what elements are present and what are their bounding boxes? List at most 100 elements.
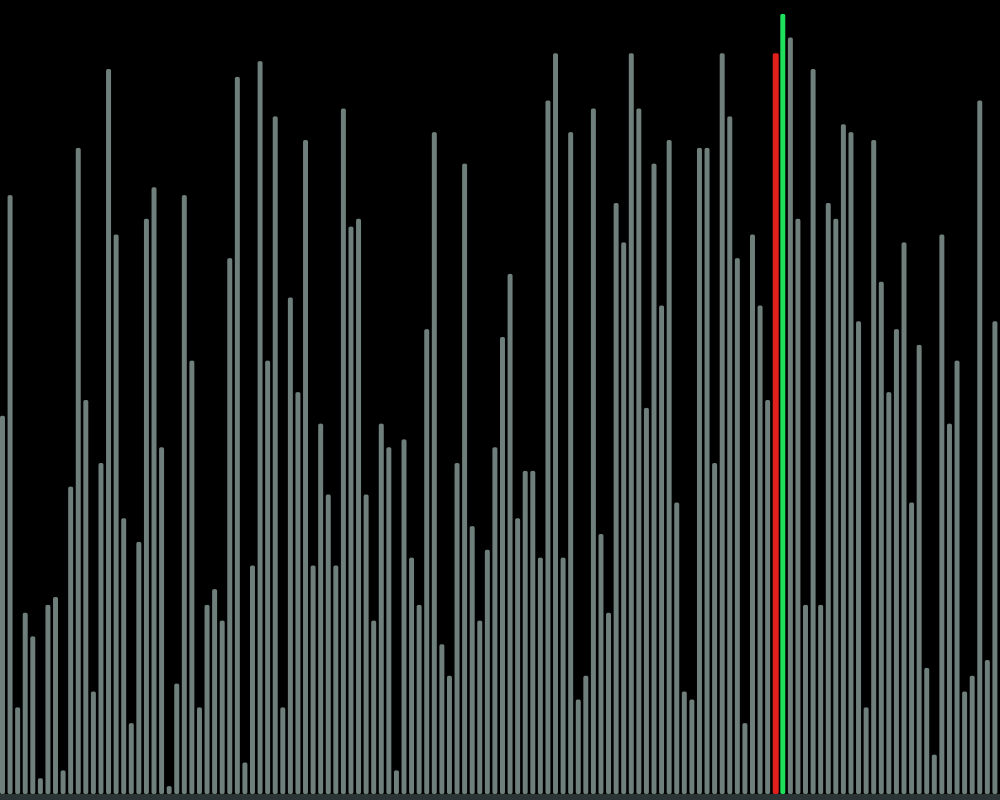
- bar: [795, 218, 801, 794]
- bar: [969, 675, 975, 794]
- bar: [545, 100, 551, 794]
- bar: [196, 707, 202, 794]
- bar: [22, 612, 28, 794]
- bar: [159, 447, 165, 794]
- bar: [553, 53, 559, 794]
- bar: [333, 565, 339, 794]
- bar: [946, 423, 952, 794]
- bar: [787, 37, 793, 794]
- bar: [340, 108, 346, 794]
- bar: [621, 242, 627, 794]
- bar: [37, 778, 43, 794]
- bar: [143, 218, 149, 794]
- bar: [363, 494, 369, 794]
- bar: [181, 195, 187, 794]
- bar: [742, 723, 748, 794]
- bar: [848, 132, 854, 794]
- bar: [856, 321, 862, 794]
- bar: [606, 612, 612, 794]
- bar: [583, 675, 589, 794]
- bar: [712, 463, 718, 794]
- bar: [878, 281, 884, 794]
- bar: [674, 502, 680, 794]
- bar: [0, 415, 5, 794]
- bar: [666, 139, 672, 794]
- bar: [840, 124, 846, 794]
- baseline-bar: [0, 794, 1000, 800]
- bar: [522, 470, 528, 794]
- bar: [901, 242, 907, 794]
- bar: [886, 392, 892, 794]
- bar: [765, 400, 771, 794]
- bar: [530, 470, 536, 794]
- bar: [318, 423, 324, 794]
- bar: [992, 321, 998, 794]
- bar: [174, 683, 180, 794]
- bar: [401, 439, 407, 794]
- bar: [106, 69, 112, 795]
- bar: [303, 139, 309, 794]
- bar: [954, 360, 960, 794]
- bar: [68, 486, 74, 794]
- bar-compare: [772, 53, 779, 794]
- bar: [727, 116, 733, 794]
- bar: [325, 494, 331, 794]
- bar: [219, 620, 225, 794]
- bar: [287, 297, 293, 794]
- bar: [469, 526, 475, 794]
- bar: [83, 400, 89, 794]
- bar: [386, 447, 392, 794]
- bar: [136, 541, 142, 794]
- bar: [378, 423, 384, 794]
- bar: [204, 604, 210, 794]
- bar: [30, 636, 36, 794]
- bar: [189, 360, 195, 794]
- bar: [128, 723, 134, 794]
- bar: [515, 518, 521, 794]
- bar: [484, 549, 490, 794]
- bar: [45, 604, 51, 794]
- bar: [560, 557, 566, 794]
- bar: [90, 691, 96, 794]
- bar: [75, 147, 81, 795]
- bar: [151, 187, 157, 795]
- bar: [446, 675, 452, 794]
- bar: [651, 163, 657, 795]
- bar: [356, 218, 362, 794]
- bar: [636, 108, 642, 794]
- bar: [454, 463, 460, 794]
- bar: [750, 234, 755, 794]
- bar: [295, 392, 301, 794]
- bar: [500, 336, 505, 794]
- bar: [250, 565, 255, 794]
- bar: [431, 132, 437, 794]
- bar: [409, 557, 415, 794]
- bar: [492, 447, 498, 794]
- bar: [810, 69, 816, 795]
- bar: [98, 463, 104, 794]
- bar: [439, 644, 445, 794]
- bar: [962, 691, 968, 794]
- bar: [825, 203, 831, 794]
- bar: [507, 273, 513, 794]
- bar: [704, 147, 710, 795]
- bar: [166, 786, 172, 794]
- bar: [939, 234, 945, 794]
- bar: [734, 258, 740, 794]
- bar: [575, 699, 581, 794]
- bar: [242, 762, 248, 794]
- bar: [113, 234, 119, 794]
- bar: [234, 76, 240, 795]
- bar: [628, 53, 634, 794]
- bar: [272, 116, 278, 794]
- bar-swap: [780, 13, 786, 794]
- bar: [924, 667, 930, 794]
- bar: [7, 195, 13, 794]
- bar: [863, 707, 869, 794]
- bar: [416, 604, 422, 794]
- bar: [280, 707, 286, 794]
- bar: [477, 620, 483, 794]
- bar: [659, 305, 665, 794]
- bar: [424, 329, 430, 794]
